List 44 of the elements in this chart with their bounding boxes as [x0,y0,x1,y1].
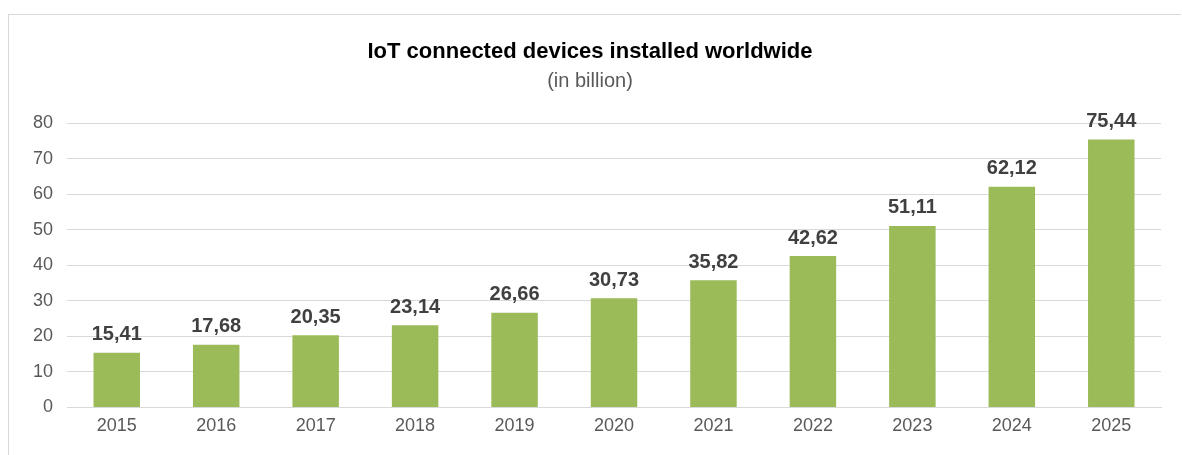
data-label: 42,62 [787,225,838,248]
data-label: 51,11 [887,195,937,218]
x-tick-label: 2017 [295,415,336,436]
x-tick-label: 2015 [96,415,137,436]
bar [192,344,240,407]
bar [590,298,638,407]
y-tick-label: 10 [32,360,54,381]
y-tick-label: 0 [43,396,54,417]
bar [391,325,439,407]
y-tick-label: 70 [32,147,54,168]
bar [1088,139,1135,407]
chart-subtitle: (in billion) [547,68,633,91]
x-tick-label: 2016 [196,415,237,436]
x-tick-label: 2019 [494,415,535,436]
x-tick-label: 2018 [395,415,436,436]
y-tick-label: 60 [32,183,54,204]
data-label: 23,14 [390,294,441,317]
data-label: 30,73 [588,267,640,290]
y-tick-label: 30 [32,289,54,310]
y-tick-label: 20 [32,325,54,346]
x-tick-label: 2023 [892,415,933,436]
chart-title: IoT connected devices installed worldwide [367,38,813,64]
bar [988,186,1036,407]
data-label: 62,12 [986,156,1037,179]
x-tick-label: 2025 [1091,415,1132,436]
data-label: 35,82 [688,249,739,272]
bar [690,280,737,407]
x-tick-label: 2020 [593,415,635,436]
x-tick-label: 2022 [792,415,833,436]
y-tick-label: 50 [32,218,54,239]
y-tick-label: 80 [32,112,54,133]
data-label: 20,35 [290,304,341,327]
bar [292,335,339,407]
x-tick-label: 2021 [693,415,734,436]
x-tick-label: 2024 [991,415,1032,436]
data-label: 75,44 [1086,109,1138,132]
bar [491,312,538,407]
bar [889,225,936,407]
bar [789,256,837,407]
data-label: 17,68 [191,314,242,337]
data-label: 15,41 [91,322,142,345]
y-tick-label: 40 [32,254,54,275]
data-label: 26,66 [489,282,540,305]
bar [93,352,140,407]
